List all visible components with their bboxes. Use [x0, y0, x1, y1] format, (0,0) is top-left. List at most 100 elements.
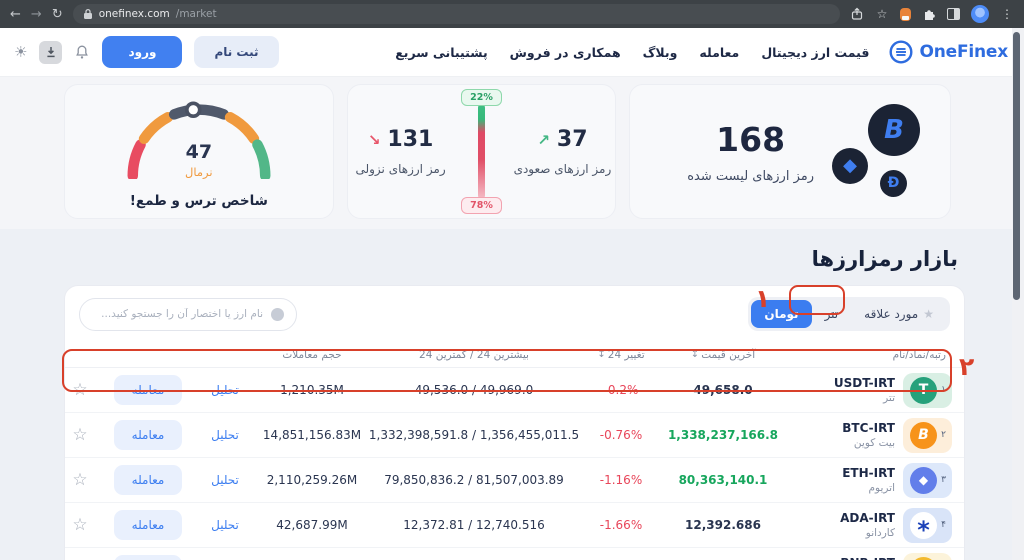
download-app-icon[interactable]: [39, 40, 63, 64]
nav-affiliate[interactable]: همکاری در فروش: [509, 44, 621, 60]
analyze-link[interactable]: تحلیل: [211, 428, 239, 442]
change-24h: -0.2%: [603, 383, 639, 397]
fear-greed-caption: شاخص ترس و طمع!: [129, 193, 268, 209]
high-low-24h: 12,372.81 / 12,740.516: [403, 518, 545, 532]
market-table: رتبه/نماد/نام آخرین قیمت ↕ تغییر 24 ↕ بیشت…: [65, 342, 964, 560]
high-low-24h: 1,332,398,591.8 / 1,356,455,011.5: [368, 428, 580, 442]
extension-badge-icon[interactable]: [900, 7, 911, 21]
nav-crypto-prices[interactable]: قیمت ارز دیجیتال: [761, 44, 870, 60]
last-price: 1,338,237,166.8: [667, 428, 779, 442]
theme-toggle-icon[interactable]: ☀: [14, 43, 28, 61]
volume: 1,210.35M: [280, 383, 344, 397]
volume: 14,851,156.83M: [262, 428, 362, 442]
tab-tether[interactable]: تتر: [824, 307, 839, 321]
nav-blog[interactable]: وبلاگ: [642, 44, 678, 60]
favorite-star-icon[interactable]: ☆: [72, 380, 88, 400]
signup-button[interactable]: ثبت نام: [194, 36, 279, 68]
favorite-star-icon[interactable]: ☆: [72, 425, 88, 445]
forward-icon[interactable]: →: [30, 6, 42, 22]
movers-bar: [477, 104, 485, 199]
site-header: OneFinex قیمت ارز دیجیتال معامله وبلاگ ه…: [0, 28, 1024, 76]
last-price: 12,392.686: [685, 518, 761, 532]
bookmark-star-icon[interactable]: ☆: [876, 7, 888, 21]
bitcoin-icon: B: [868, 103, 920, 156]
col-volume: حجم معاملات: [282, 348, 342, 361]
brand-name: OneFinex: [919, 42, 1008, 62]
trade-button[interactable]: معامله: [113, 420, 183, 450]
losers-count: 131: [387, 127, 434, 152]
favorite-star-icon[interactable]: ☆: [72, 515, 88, 535]
change-24h: -1.16%: [599, 473, 643, 487]
side-panel-icon[interactable]: [947, 8, 960, 20]
col-high-low: بیشترین 24 / کمترین 24: [419, 348, 529, 361]
scrollbar-track[interactable]: [1012, 28, 1024, 560]
page-title: بازار رمزارزها: [811, 247, 958, 271]
gainers-count: 37: [556, 127, 588, 152]
coin-symbol: BNB-IRT: [840, 556, 895, 560]
favorite-star-icon[interactable]: ☆: [72, 470, 88, 490]
down-percent-badge: 78%: [461, 197, 502, 214]
gainers-label: رمز ارزهای صعودی: [513, 162, 612, 176]
movers-gauge: 22% 78%: [453, 87, 509, 216]
chrome-menu-icon[interactable]: ⋮: [1001, 7, 1013, 21]
tab-toman[interactable]: تومان: [751, 300, 812, 328]
url-domain: onefinex.com: [98, 8, 170, 20]
ada-coin-icon: *: [910, 511, 937, 542]
tab-favorites[interactable]: ★ مورد علاقه: [864, 307, 934, 321]
coin-name: اتریوم: [868, 482, 895, 494]
url-path: /market: [175, 8, 217, 20]
gainers-block: 37 ↗ رمز ارزهای صعودی: [509, 87, 615, 216]
coin-symbol: BTC-IRT: [842, 421, 895, 435]
url-bar[interactable]: onefinex.com/market: [72, 4, 840, 24]
listed-count: 168: [716, 119, 786, 159]
eth-coin-icon: ◆: [910, 466, 937, 494]
analyze-link[interactable]: تحلیل: [211, 473, 239, 487]
coin-icons-cluster: B ◆ Đ: [832, 103, 924, 200]
table-row-bnb[interactable]: ۵◆ BNB-IRTبایننس کوین 10,577,013.4 -1.86…: [65, 548, 964, 560]
bnb-coin-icon: ◆: [910, 556, 937, 560]
trade-button[interactable]: معامله: [113, 510, 183, 540]
table-row-eth[interactable]: ۳ ◆ ETH-IRT اتریوم 80,363,140.1 -1.16% 79,…: [65, 458, 964, 503]
col-change[interactable]: تغییر 24 ↕: [597, 348, 645, 361]
change-24h: -1.66%: [599, 518, 643, 532]
high-low-24h: 49,536.0 / 49,969.0: [414, 383, 534, 397]
nav-trade[interactable]: معامله: [699, 44, 740, 60]
login-button[interactable]: ورود: [102, 36, 183, 68]
analyze-link[interactable]: تحلیل: [211, 383, 239, 397]
coin-symbol: USDT-IRT: [833, 376, 895, 390]
coin-symbol: ETH-IRT: [842, 466, 895, 480]
trade-button[interactable]: معامله: [113, 555, 183, 560]
extensions-puzzle-icon[interactable]: [922, 7, 936, 21]
analyze-link[interactable]: تحلیل: [211, 518, 239, 532]
nav-support[interactable]: پشتیبانی سریع: [395, 44, 488, 60]
scrollbar-thumb[interactable]: [1013, 32, 1020, 300]
rank-badge: ۵◆: [903, 552, 952, 560]
fear-greed-gauge: 47 نرمال: [111, 95, 287, 179]
notifications-bell-icon[interactable]: [74, 44, 90, 60]
onefinex-logo-icon: [889, 40, 913, 64]
search-input[interactable]: [92, 308, 263, 320]
losers-block: 131 ↘ رمز ارزهای نزولی: [348, 87, 454, 216]
table-row-ada[interactable]: ۴ * ADA-IRT کاردانو 12,392.686 -1.66% 12,3…: [65, 503, 964, 548]
binance-icon: ◆: [832, 147, 868, 184]
trade-button[interactable]: معامله: [113, 375, 183, 405]
back-icon[interactable]: ←: [10, 6, 21, 22]
brand-logo[interactable]: OneFinex: [889, 40, 1008, 64]
gauge-knob: [184, 101, 202, 119]
search-box[interactable]: [79, 297, 297, 331]
volume: 2,110,259.26M: [266, 473, 358, 487]
reload-icon[interactable]: ↻: [51, 6, 63, 22]
sort-icon: ↕: [597, 349, 606, 360]
profile-avatar[interactable]: [971, 5, 989, 23]
trade-button[interactable]: معامله: [113, 465, 183, 495]
favorites-star-icon: ★: [923, 307, 934, 321]
up-percent-badge: 22%: [461, 89, 502, 106]
share-icon[interactable]: [850, 7, 864, 21]
lock-icon: [83, 8, 92, 19]
col-last-price[interactable]: آخرین قیمت ↕: [690, 348, 756, 361]
listed-coins-card: B ◆ Đ 168 رمز ارزهای لیست شده: [629, 84, 951, 219]
